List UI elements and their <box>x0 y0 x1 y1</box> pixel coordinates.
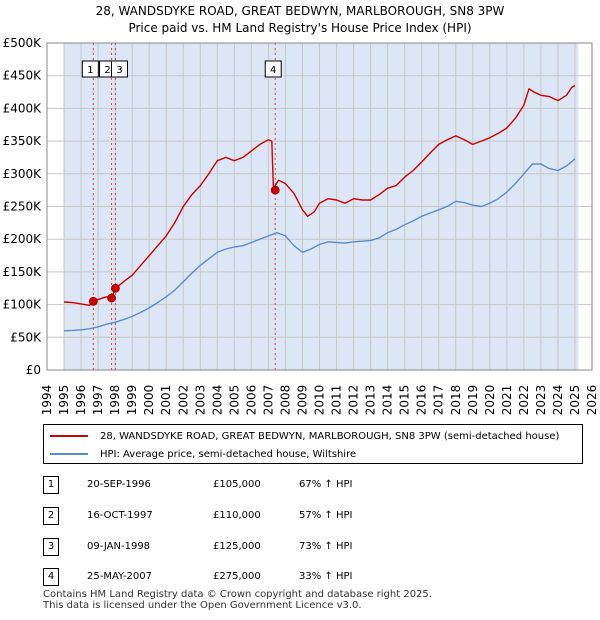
x-tick-label: 2015 <box>398 385 412 416</box>
sale-price: £105,000 <box>213 479 261 490</box>
x-tick-label: 2004 <box>210 385 224 416</box>
x-tick-label: 2020 <box>483 385 497 416</box>
y-tick-label: £0 <box>26 363 41 377</box>
x-tick-label: 2003 <box>193 385 207 416</box>
x-tick-label: 2005 <box>227 385 241 416</box>
sale-row: 2 16-OCT-1997 £110,000 57% ↑ HPI <box>43 507 463 527</box>
sale-label-box <box>264 60 282 78</box>
sale-price: £125,000 <box>213 541 261 552</box>
plot-frame <box>46 42 593 371</box>
price-chart: 1 2 3 4 £0 £50K £100K £150K £200K £250K £300K £350K… <box>3 36 599 416</box>
y-tick-label: £50K <box>10 330 42 344</box>
chart-title-line1: 28, WANDSDYKE ROAD, GREAT BEDWYN, MARLBO… <box>95 4 505 18</box>
x-tick-label: 2007 <box>261 385 275 416</box>
footer-attribution: Contains HM Land Registry data © Crown c… <box>43 589 432 611</box>
y-tick-label: £400K <box>3 101 43 115</box>
hpi-line <box>63 158 576 332</box>
y-tick-label: £150K <box>3 265 43 279</box>
sale-point <box>111 283 120 293</box>
sale-hpi-change: 57% ↑ HPI <box>299 510 353 521</box>
sale-hpi-change: 33% ↑ HPI <box>299 571 353 582</box>
sale-number-badge: 4 <box>43 568 59 586</box>
x-tick-label: 2012 <box>347 385 361 416</box>
footer-line1: Contains HM Land Registry data © Crown c… <box>43 589 432 600</box>
sale-number-badge: 1 <box>43 476 59 494</box>
x-tick-label: 2022 <box>517 385 531 416</box>
y-tick-label: £200K <box>3 232 43 246</box>
x-tick-label: 2006 <box>244 385 258 416</box>
y-tick-label: £500K <box>3 36 43 50</box>
x-tick-label: 2023 <box>534 385 548 416</box>
legend-swatch-hpi <box>50 453 88 455</box>
sale-price: £275,000 <box>213 571 261 582</box>
sale-row: 1 20-SEP-1996 £105,000 67% ↑ HPI <box>43 476 463 496</box>
x-tick-label: 2013 <box>364 385 378 416</box>
footer-line2: This data is licensed under the Open Gov… <box>43 600 362 611</box>
legend-item-property: 28, WANDSDYKE ROAD, GREAT BEDWYN, MARLBO… <box>50 428 559 444</box>
sale-hpi-change: 73% ↑ HPI <box>299 541 353 552</box>
sale-label-text: 4 <box>270 65 276 76</box>
sale-label-box <box>110 60 128 78</box>
y-tick-label: £100K <box>3 298 43 312</box>
property-price-line <box>63 84 576 306</box>
x-tick-label: 2014 <box>381 385 395 416</box>
x-tick-label: 2002 <box>176 385 190 416</box>
sale-price: £110,000 <box>213 510 261 521</box>
x-tick-label: 2026 <box>585 385 599 416</box>
chart-title-line2: Price paid vs. HM Land Registry's House … <box>128 21 472 35</box>
sale-row: 3 09-JAN-1998 £125,000 73% ↑ HPI <box>43 538 463 558</box>
sale-label-text: 2 <box>104 65 110 76</box>
sale-date: 16-OCT-1997 <box>87 510 153 521</box>
x-tick-label: 2008 <box>278 385 292 416</box>
x-tick-label: 2000 <box>142 385 156 416</box>
x-tick-label: 1996 <box>74 385 88 416</box>
sale-row: 4 25-MAY-2007 £275,000 33% ↑ HPI <box>43 568 463 588</box>
sale-point <box>88 296 98 306</box>
x-tick-label: 2018 <box>449 385 463 416</box>
x-tick-label: 2019 <box>466 385 480 416</box>
x-tick-label: 1997 <box>91 385 105 416</box>
x-tick-label: 1998 <box>108 385 122 416</box>
x-tick-label: 2024 <box>551 385 565 416</box>
y-tick-label: £300K <box>3 167 43 181</box>
y-tick-label: £450K <box>3 69 43 83</box>
legend-label-hpi: HPI: Average price, semi-detached house,… <box>100 448 357 460</box>
x-tick-label: 2011 <box>330 385 344 416</box>
x-tick-label: 2021 <box>500 385 514 416</box>
x-tick-label: 1995 <box>57 385 71 416</box>
legend-label-property: 28, WANDSDYKE ROAD, GREAT BEDWYN, MARLBO… <box>100 430 560 442</box>
x-tick-label: 1994 <box>40 385 54 416</box>
x-tick-label: 1999 <box>125 385 139 416</box>
sale-date: 25-MAY-2007 <box>87 571 153 582</box>
sale-hpi-change: 67% ↑ HPI <box>299 479 353 490</box>
sale-point <box>107 293 116 303</box>
x-tick-label: 2009 <box>295 385 309 416</box>
sale-number-badge: 3 <box>43 538 59 556</box>
sale-number-badge: 2 <box>43 507 59 525</box>
y-tick-label: £250K <box>3 200 43 214</box>
x-tick-label: 2017 <box>432 385 446 416</box>
sale-label-text: 1 <box>87 65 93 76</box>
sale-label-text: 3 <box>116 65 122 76</box>
chart-legend: 28, WANDSDYKE ROAD, GREAT BEDWYN, MARLBO… <box>43 424 583 464</box>
x-tick-label: 2010 <box>313 385 327 416</box>
x-tick-label: 2001 <box>159 385 173 416</box>
y-tick-label: £350K <box>3 134 43 148</box>
sale-date: 09-JAN-1998 <box>87 541 151 552</box>
sale-point <box>270 185 280 195</box>
legend-item-hpi: HPI: Average price, semi-detached house,… <box>50 446 356 462</box>
sale-label-box <box>81 60 99 78</box>
x-tick-label: 2025 <box>568 385 582 416</box>
sale-date: 20-SEP-1996 <box>87 479 151 490</box>
x-tick-label: 2016 <box>415 385 429 416</box>
legend-swatch-property <box>50 435 88 437</box>
